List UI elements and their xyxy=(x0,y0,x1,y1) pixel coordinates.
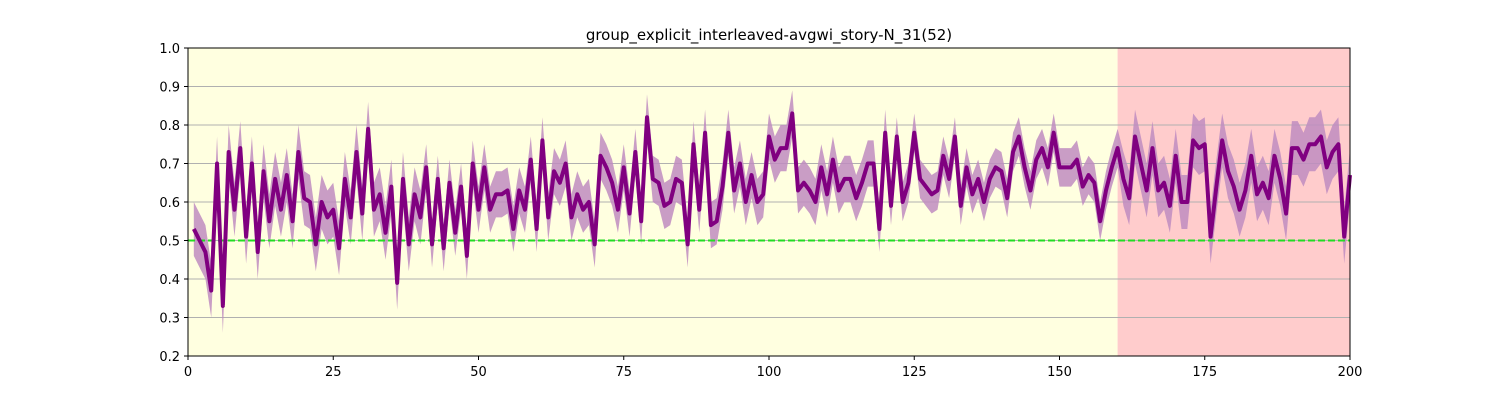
x-tick-label: 200 xyxy=(1338,365,1363,380)
series-band-0 xyxy=(193,90,1350,333)
y-tick-label: 0.7 xyxy=(159,158,180,173)
x-tick-label: 175 xyxy=(1192,365,1217,380)
x-tick-label: 75 xyxy=(615,365,632,380)
y-tick-label: 0.8 xyxy=(159,119,180,134)
x-tick-label: 150 xyxy=(1047,365,1072,380)
y-tick-label: 1.0 xyxy=(159,42,180,57)
x-tick-label: 100 xyxy=(757,365,782,380)
y-tick-label: 0.5 xyxy=(159,235,180,250)
series-lines xyxy=(192,111,1352,308)
series-line-0 xyxy=(192,111,1352,308)
x-tick-label: 25 xyxy=(325,365,342,380)
x-axis-ticks: 0 25 50 75 100 125 150 175 200 xyxy=(184,356,1363,380)
confidence-band xyxy=(193,90,1350,333)
y-tick-label: 0.6 xyxy=(159,196,180,211)
x-tick-label: 125 xyxy=(902,365,927,380)
y-tick-label: 0.4 xyxy=(159,273,180,288)
y-tick-label: 0.9 xyxy=(159,81,180,96)
x-tick-label: 50 xyxy=(470,365,487,380)
y-tick-label: 0.2 xyxy=(159,350,180,365)
y-axis-ticks: 0.2 0.3 0.4 0.5 0.6 0.7 0.8 0.9 1.0 xyxy=(159,42,188,365)
chart-title: group_explicit_interleaved-avgwi_story-N… xyxy=(586,26,952,45)
y-tick-label: 0.3 xyxy=(159,312,180,327)
x-tick-label: 0 xyxy=(184,365,192,380)
